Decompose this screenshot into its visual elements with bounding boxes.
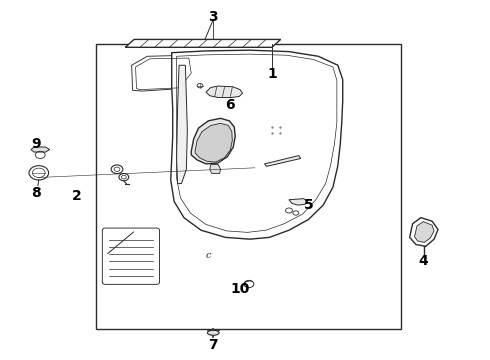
Polygon shape (265, 156, 301, 166)
Polygon shape (289, 199, 308, 205)
Polygon shape (210, 165, 220, 174)
Text: 3: 3 (208, 10, 218, 24)
Text: c: c (206, 251, 211, 260)
Text: 1: 1 (267, 67, 277, 81)
Polygon shape (191, 118, 235, 164)
Polygon shape (132, 55, 194, 91)
Polygon shape (415, 222, 434, 242)
Text: 4: 4 (418, 254, 428, 268)
Text: 10: 10 (230, 282, 250, 296)
Polygon shape (125, 40, 281, 47)
Polygon shape (31, 147, 49, 152)
FancyBboxPatch shape (102, 228, 159, 284)
Text: 6: 6 (225, 98, 235, 112)
Bar (96, 44, 401, 329)
Text: 2: 2 (72, 189, 81, 203)
Text: 9: 9 (31, 137, 41, 151)
Text: 5: 5 (304, 198, 314, 212)
Polygon shape (206, 86, 243, 98)
Text: 7: 7 (208, 338, 218, 352)
Polygon shape (171, 50, 343, 239)
Text: 8: 8 (31, 185, 41, 199)
Polygon shape (195, 123, 232, 162)
Ellipse shape (207, 330, 219, 335)
Polygon shape (410, 218, 438, 246)
Polygon shape (176, 65, 187, 184)
